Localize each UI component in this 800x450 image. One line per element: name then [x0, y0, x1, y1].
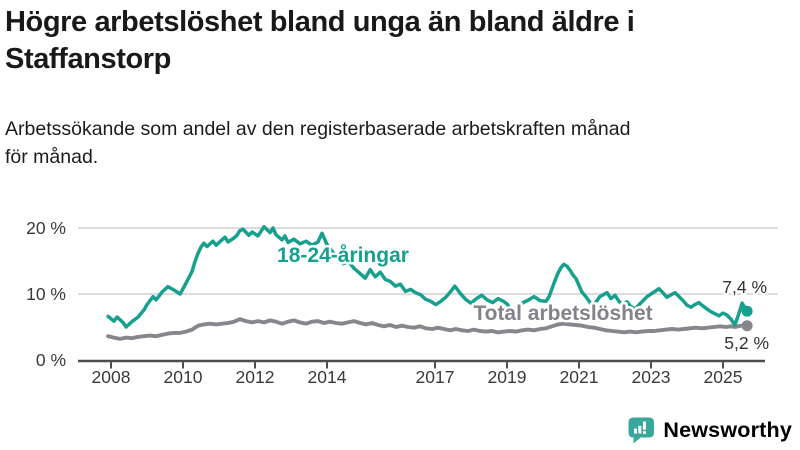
- newsworthy-wordmark: Newsworthy: [663, 417, 792, 442]
- series-label-young: 18-24-åringar: [277, 244, 409, 267]
- series-end-dot-0: [741, 320, 753, 332]
- x-tick-label: 2025: [704, 367, 743, 387]
- newsworthy-bubble-chart-icon: [628, 417, 655, 444]
- series-line-1: [106, 224, 749, 329]
- x-tick-label: 2012: [236, 367, 275, 387]
- page-title: Högre arbetslöshet bland unga än bland ä…: [5, 4, 785, 78]
- x-tick-label: 2021: [560, 367, 599, 387]
- chart-subtitle-line1: Arbetssökande som andel av den registerb…: [5, 118, 631, 140]
- x-tick-label: 2019: [488, 367, 527, 387]
- end-value-label-total: 5,2 %: [724, 333, 769, 353]
- x-tick-label: 2008: [92, 367, 131, 387]
- axis-layer: 0 % 10 % 20 % 2008 2010 2012 2014 2017 2019 2021 2…: [26, 218, 765, 387]
- end-value-label-young: 7,4 %: [722, 277, 767, 297]
- x-tick-label: 2014: [308, 367, 347, 387]
- y-tick-label: 10 %: [26, 284, 66, 304]
- series-label-total: Total arbetslöshet: [473, 302, 652, 325]
- series-layer: [106, 224, 753, 341]
- y-tick-label: 20 %: [26, 218, 66, 238]
- chart-subtitle-line2: för månad.: [5, 146, 99, 168]
- page-title-line1: Högre arbetslöshet bland unga än bland ä…: [5, 6, 635, 38]
- newsworthy-logo: Newsworthy: [626, 415, 792, 445]
- chart-subtitle: Arbetssökande som andel av den registerb…: [5, 115, 785, 171]
- series-end-dot-1: [741, 305, 753, 317]
- y-tick-label: 0 %: [36, 350, 66, 370]
- series-line-0: [106, 317, 750, 341]
- x-tick-label: 2023: [632, 367, 671, 387]
- x-tick-label: 2010: [164, 367, 203, 387]
- page-title-line2: Staffanstorp: [5, 43, 171, 75]
- gridline-layer: [78, 227, 778, 295]
- x-tick-label: 2017: [416, 367, 455, 387]
